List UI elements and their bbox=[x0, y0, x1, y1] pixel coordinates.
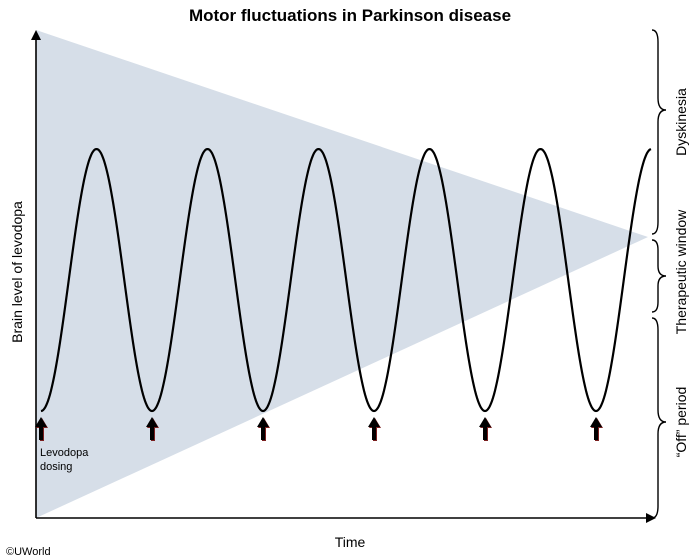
dosing-arrow bbox=[257, 417, 269, 440]
therapeutic-window-area bbox=[36, 30, 648, 518]
dyskinesia-label: Dyskinesia bbox=[673, 88, 689, 156]
off-period-brace bbox=[651, 317, 667, 519]
dosing-arrow bbox=[146, 417, 158, 440]
dosing-arrow bbox=[479, 417, 491, 440]
levodopa-level-curve bbox=[40, 148, 652, 413]
dosing-label-line2: dosing bbox=[40, 461, 72, 473]
therapeutic-window-brace bbox=[651, 239, 667, 313]
dosing-arrow bbox=[35, 417, 47, 440]
dosing-arrows bbox=[35, 417, 603, 441]
dosing-label-line1: Levodopa bbox=[40, 447, 89, 459]
x-axis-arrowhead bbox=[646, 513, 656, 523]
y-axis-arrowhead bbox=[31, 30, 41, 40]
y-axis-label: Brain level of levodopa bbox=[9, 201, 25, 343]
dosing-arrow bbox=[368, 417, 380, 440]
dyskinesia-brace bbox=[651, 29, 667, 235]
diagram-title: Motor fluctuations in Parkinson disease bbox=[189, 6, 511, 25]
axes bbox=[31, 30, 656, 523]
off-period-label: “Off” period bbox=[673, 387, 689, 458]
copyright-notice: ©UWorld bbox=[6, 546, 51, 558]
dosing-arrow bbox=[590, 417, 602, 440]
therapeutic-window-label: Therapeutic window bbox=[673, 209, 689, 334]
x-axis-label: Time bbox=[335, 534, 366, 550]
zone-braces bbox=[651, 29, 667, 519]
